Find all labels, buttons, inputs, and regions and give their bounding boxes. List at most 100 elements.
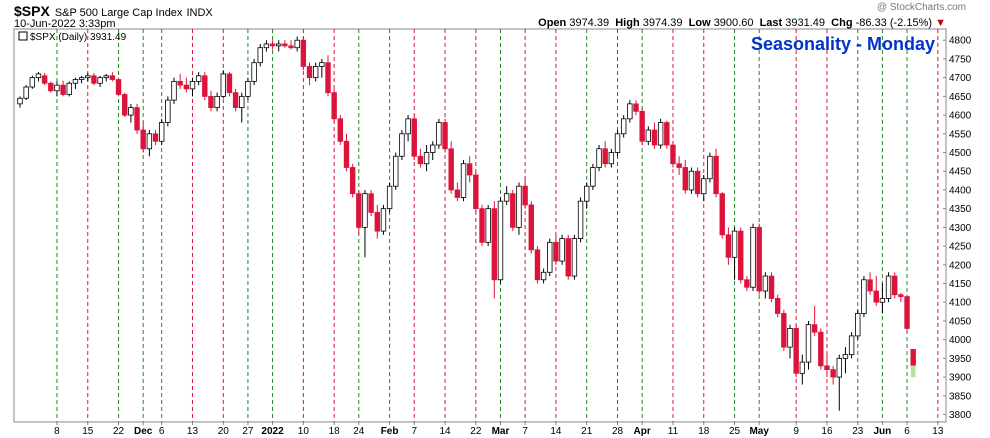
candle [171, 77, 177, 104]
candle-body [516, 185, 522, 228]
x-tick-label: Apr [634, 426, 651, 437]
candle [688, 167, 695, 194]
candle-body [497, 200, 504, 281]
y-tick-label: 3950 [949, 354, 972, 365]
x-tick-label: 21 [581, 426, 593, 437]
candle [294, 36, 300, 52]
candle [245, 77, 251, 101]
candle [565, 234, 571, 280]
candle [596, 145, 602, 172]
candle-body [208, 95, 214, 109]
candle [904, 294, 910, 333]
candle [177, 73, 183, 89]
candle-body [78, 77, 85, 80]
candle [756, 223, 762, 295]
candle-body [239, 95, 245, 109]
candle-body [756, 226, 762, 292]
candle [879, 283, 886, 314]
x-tick-label: 18 [329, 426, 341, 437]
y-tick-label: 3800 [949, 410, 972, 421]
candles [17, 36, 916, 411]
candle [97, 75, 103, 88]
candle-body [799, 361, 806, 374]
candle-body [214, 95, 220, 109]
candle [35, 72, 42, 82]
candle-body [374, 211, 380, 232]
candle [189, 77, 196, 97]
candle-body [460, 163, 467, 198]
candle [300, 36, 307, 71]
legend-swatch-icon [18, 31, 28, 41]
ticker-symbol: $SPX [14, 3, 50, 19]
candle-body [35, 73, 42, 79]
candle [195, 72, 202, 86]
x-tick-label: 13 [187, 426, 199, 437]
candle-body [479, 208, 485, 243]
candle-body [23, 86, 29, 99]
candle-body [614, 133, 621, 153]
candle-body [454, 189, 461, 198]
candle-body [842, 354, 849, 359]
candle [639, 107, 645, 146]
candle [165, 96, 171, 127]
candle-body [608, 152, 615, 165]
candle [547, 238, 553, 277]
candle-body [861, 279, 867, 314]
candle [460, 160, 467, 202]
candle [115, 77, 122, 97]
candle-body [423, 152, 430, 165]
candle [72, 77, 79, 89]
candle-body [399, 133, 405, 157]
candle-body [195, 75, 202, 82]
candle-body [898, 294, 904, 298]
candle [466, 156, 473, 183]
x-tick-label: 20 [218, 426, 230, 437]
y-tick-label: 3850 [949, 391, 972, 402]
candle [516, 182, 522, 235]
candle [910, 348, 916, 378]
candle [232, 88, 239, 112]
candle [239, 92, 245, 123]
candle-body [910, 348, 916, 366]
candle [645, 126, 652, 146]
candle-body [48, 82, 54, 92]
open-label: Open [538, 17, 567, 29]
candle [713, 148, 719, 198]
candle-body [430, 144, 436, 153]
candle-body [393, 155, 399, 187]
candle-body [72, 79, 79, 84]
candle [787, 324, 793, 359]
candle [405, 115, 411, 142]
candle-body [54, 84, 60, 92]
x-tick-label: 11 [668, 426, 679, 437]
candle-body [725, 234, 732, 258]
candle [522, 178, 528, 209]
candle [66, 81, 72, 97]
candle-body [140, 129, 146, 150]
candle [707, 152, 713, 183]
candle-body [522, 185, 528, 206]
candle [399, 130, 405, 160]
x-tick-label: 2022 [261, 426, 284, 437]
candle [867, 272, 873, 295]
candle-body [300, 39, 307, 67]
x-tick-label: 27 [242, 426, 254, 437]
x-tick-label: 22 [113, 426, 125, 437]
candle [251, 58, 257, 86]
candle-body [584, 185, 590, 202]
candle-body [448, 148, 454, 191]
y-tick-label: 3900 [949, 373, 972, 384]
candle-body [306, 66, 313, 79]
x-tick-label: 28 [612, 426, 624, 437]
candle-body [738, 230, 744, 281]
candle [220, 70, 226, 99]
candle-body [701, 178, 707, 195]
x-tick-label: 6 [159, 426, 165, 437]
candle [799, 354, 806, 385]
candle-body [312, 66, 319, 79]
x-tick-label: 16 [821, 426, 833, 437]
candle-body [405, 118, 411, 135]
exchange-code: INDX [186, 7, 213, 19]
candle [534, 246, 541, 284]
candle [454, 182, 461, 202]
